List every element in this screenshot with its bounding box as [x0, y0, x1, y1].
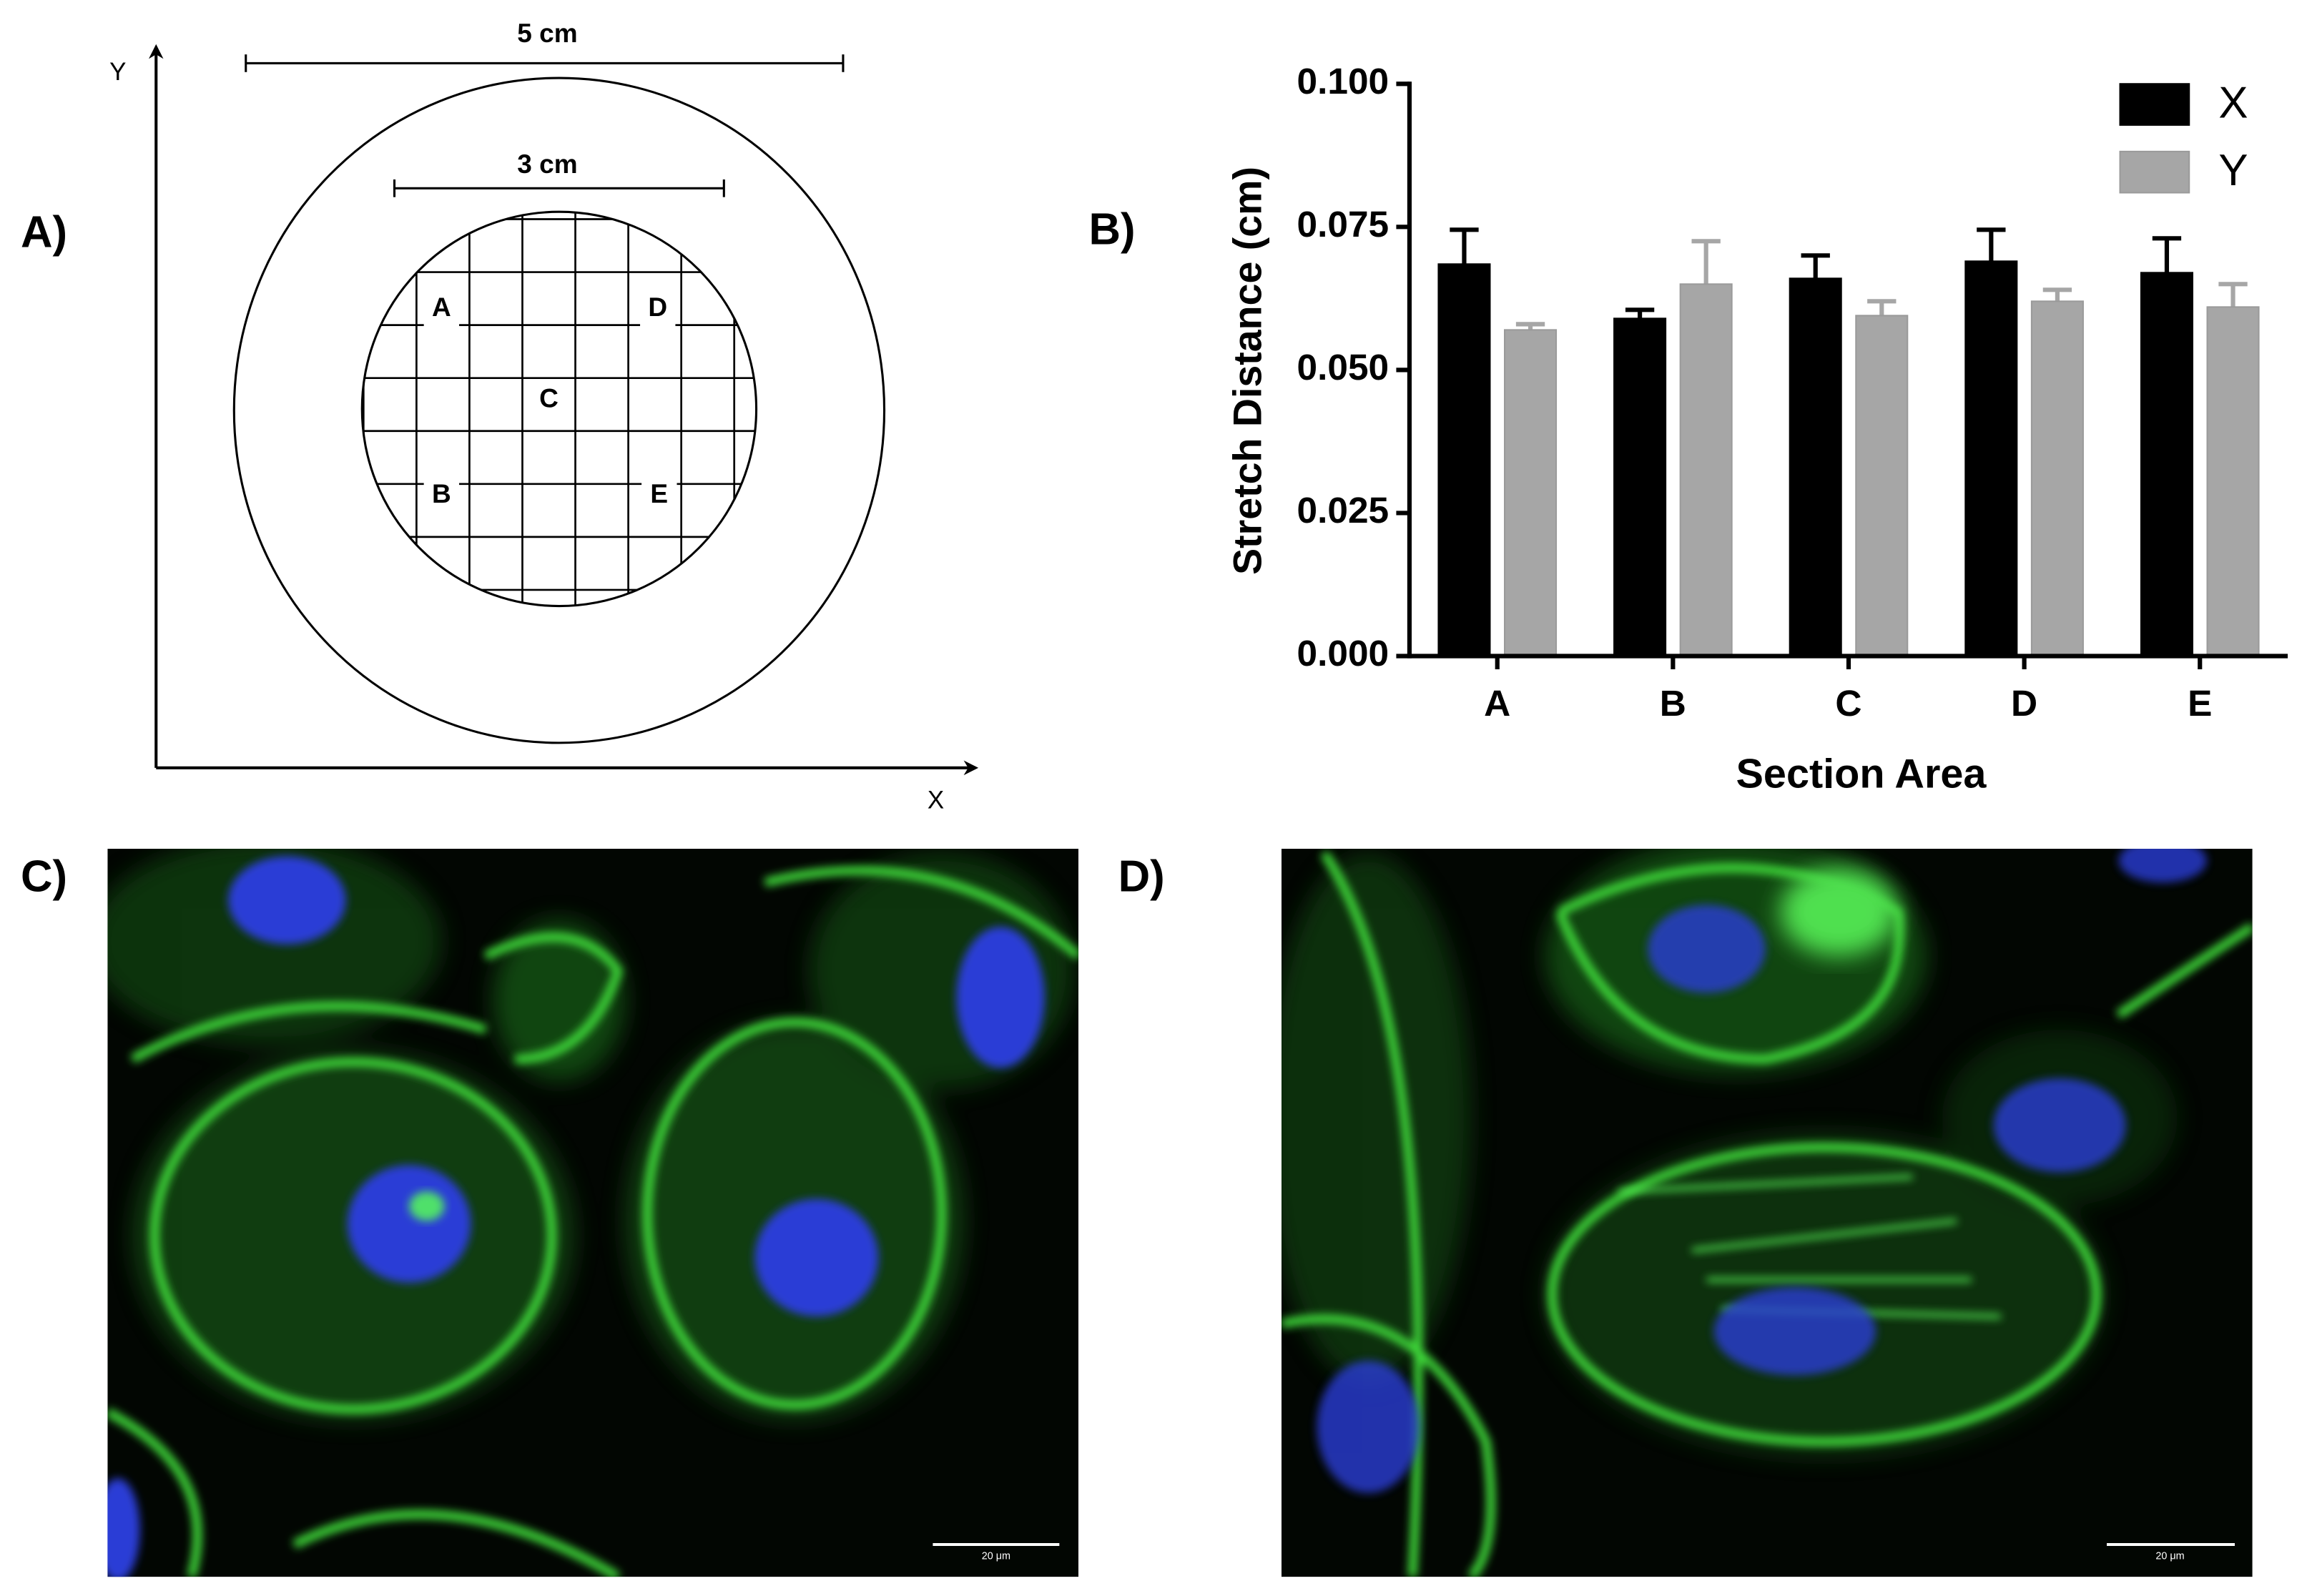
error-bar [1801, 253, 1830, 279]
scale-bar-label: 20 μm [2155, 1550, 2184, 1562]
x-axis-title: Section Area [1736, 751, 1987, 797]
section-label: D [648, 292, 667, 322]
bar [1964, 260, 2018, 657]
label-bg [531, 380, 567, 420]
label-bg [423, 476, 460, 515]
legend-swatch [2119, 150, 2190, 194]
label-bg [640, 290, 676, 328]
y-axis-title: Stretch Distance (cm) [1225, 167, 1269, 575]
x-tick-label: E [2188, 682, 2212, 724]
y-tick-label: 0.075 [1297, 203, 1389, 245]
bar [1855, 315, 1909, 657]
error-bar [1867, 299, 1897, 316]
legend-label: X [2218, 78, 2248, 127]
bar-chart: Stretch Distance (cm) Section Area 0.000… [1225, 60, 2288, 797]
axis-label: Y [109, 58, 126, 86]
bar [1679, 283, 1733, 657]
section-label: E [650, 478, 668, 508]
bar [1613, 317, 1667, 657]
error-bar [2218, 282, 2248, 307]
section-label: C [539, 383, 559, 413]
panel-label: C) [21, 852, 67, 901]
y-tick-label: 0.025 [1297, 489, 1389, 531]
outer-circle [232, 77, 886, 744]
legend-swatch [2119, 83, 2190, 126]
micrograph: 20 μm [1281, 848, 2253, 1577]
error-bar [1691, 239, 1721, 285]
x-tick-label: D [2011, 682, 2037, 724]
error-bar [1977, 227, 2006, 262]
bar [1437, 263, 1491, 657]
bar [2206, 306, 2260, 657]
label-bg [423, 290, 460, 328]
error-bar [2042, 287, 2072, 302]
panel-label: A) [21, 207, 67, 257]
y-tick-label: 0.050 [1297, 346, 1389, 388]
bar [2030, 300, 2084, 657]
scale-bar-label: 20 μm [982, 1550, 1010, 1562]
panel-label: D) [1118, 852, 1165, 901]
bar [2140, 272, 2193, 657]
diagram: Y X 5 cm 3 cm A D C B E [109, 18, 979, 814]
error-bar [2152, 236, 2182, 273]
x-tick-label: A [1484, 682, 1510, 724]
error-bar [1625, 307, 1655, 319]
error-bar [1450, 227, 1479, 265]
y-tick-label: 0.000 [1297, 632, 1389, 674]
axis-label: X [928, 786, 944, 814]
bar [1789, 277, 1842, 657]
panel-label: B) [1088, 205, 1135, 254]
x-tick-label: C [1835, 682, 1861, 724]
section-label: B [432, 478, 451, 508]
dimension-label: 3 cm [517, 149, 577, 179]
x-tick-label: B [1660, 682, 1686, 724]
section-label: A [432, 292, 451, 322]
y-tick-label: 0.100 [1297, 60, 1389, 102]
legend-label: Y [2218, 146, 2248, 195]
dimension-label: 5 cm [517, 18, 577, 48]
bar [1504, 329, 1558, 657]
error-bar [1515, 322, 1545, 330]
label-bg [641, 476, 677, 515]
micrograph: 20 μm [107, 848, 1079, 1577]
inner-circle [360, 210, 758, 608]
